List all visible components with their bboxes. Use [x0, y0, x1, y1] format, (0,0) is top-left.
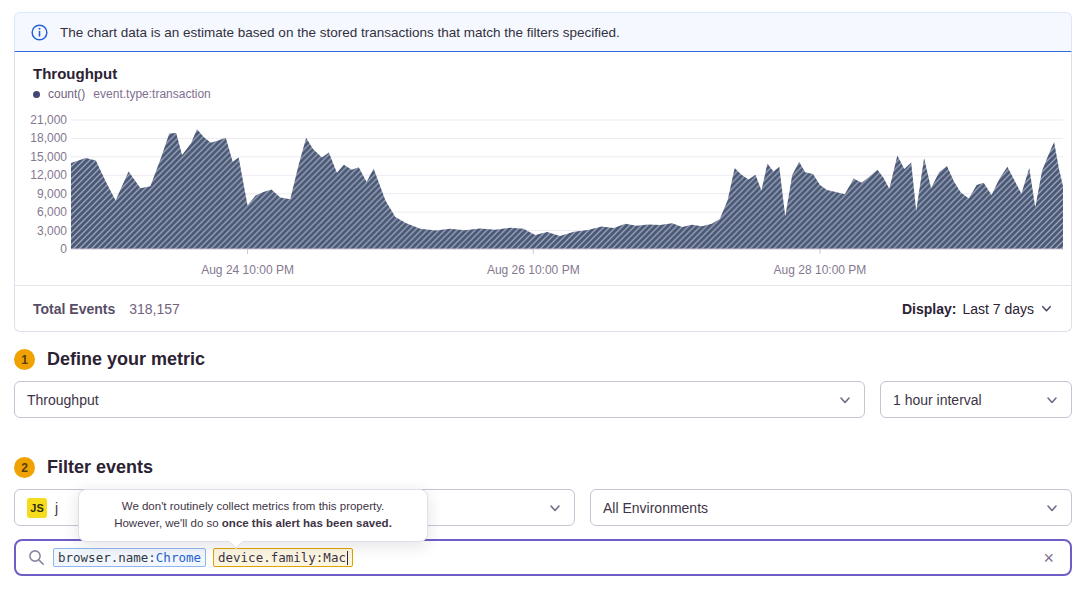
chevron-down-icon — [1045, 393, 1059, 407]
javascript-platform-icon: JS — [27, 498, 47, 518]
x-tick-label: Aug 26 10:00 PM — [487, 263, 580, 277]
interval-select[interactable]: 1 hour interval — [880, 381, 1072, 418]
x-tick-label: Aug 24 10:00 PM — [201, 263, 294, 277]
chevron-down-icon — [1040, 302, 1053, 315]
clear-search-button[interactable]: × — [1037, 547, 1060, 569]
environment-select-value: All Environments — [603, 500, 1037, 516]
step1-number-badge: 1 — [14, 349, 35, 370]
search-token-value: Mac — [323, 550, 346, 565]
legend-dot-icon — [33, 91, 40, 98]
y-tick-label: 15,000 — [30, 150, 67, 164]
chevron-down-icon — [548, 501, 562, 515]
y-tick-label: 12,000 — [30, 168, 67, 182]
step2-heading: 2 Filter events — [14, 457, 1072, 478]
y-tick-label: 3,000 — [37, 224, 67, 238]
total-events-label: Total Events — [33, 301, 115, 317]
chart-legend: count() event.type:transaction — [33, 87, 1053, 101]
x-axis-labels: Aug 24 10:00 PM Aug 26 10:00 PM Aug 28 10:… — [71, 255, 1063, 285]
banner-text: The chart data is an estimate based on t… — [60, 25, 620, 40]
display-value: Last 7 days — [962, 301, 1034, 317]
filter-search-input[interactable]: browser.name:Chrome device.family:Mac × — [14, 539, 1072, 576]
throughput-area-chart: Aug 24 10:00 PM Aug 26 10:00 PM Aug 28 10:… — [71, 113, 1063, 285]
chevron-down-icon — [838, 393, 852, 407]
search-token[interactable]: device.family:Mac — [213, 548, 353, 567]
info-banner: The chart data is an estimate based on t… — [14, 12, 1072, 52]
metric-select[interactable]: Throughput — [14, 381, 865, 418]
total-events: Total Events 318,157 — [33, 301, 180, 317]
chart-svg — [71, 113, 1063, 255]
metrics-collection-tooltip: We don't routinely collect metrics from … — [78, 489, 428, 542]
tooltip-line2: However, we'll do so once this alert has… — [91, 515, 415, 532]
y-tick-label: 0 — [60, 242, 67, 256]
total-events-value: 318,157 — [129, 301, 180, 317]
chart-panel: Throughput count() event.type:transactio… — [14, 52, 1072, 332]
display-range-dropdown[interactable]: Display: Last 7 days — [902, 301, 1053, 317]
display-label: Display: — [902, 301, 956, 317]
search-token-list[interactable]: browser.name:Chrome device.family:Mac — [53, 548, 1029, 567]
chart-area: 0 3,000 6,000 9,000 12,000 15,000 18,000 21,000 — [15, 113, 1071, 285]
step1-heading: 1 Define your metric — [14, 349, 1072, 370]
y-tick-label: 18,000 — [30, 131, 67, 145]
search-token-key: device.family: — [218, 550, 323, 565]
metric-select-value: Throughput — [27, 392, 830, 408]
step2-title: Filter events — [47, 457, 153, 478]
search-token[interactable]: browser.name:Chrome — [53, 548, 206, 567]
y-tick-label: 21,000 — [30, 113, 67, 127]
environment-select[interactable]: All Environments — [590, 489, 1072, 526]
legend-query-label: event.type:transaction — [93, 87, 210, 101]
search-token-key: browser.name: — [58, 550, 156, 565]
metric-row: Throughput 1 hour interval — [14, 381, 1072, 418]
info-icon — [31, 24, 48, 41]
x-tick-label: Aug 28 10:00 PM — [774, 263, 867, 277]
y-axis-labels: 0 3,000 6,000 9,000 12,000 15,000 18,000 21,000 — [15, 113, 71, 255]
y-tick-label: 6,000 — [37, 205, 67, 219]
filter-section: JS j All Environments We don't routinely… — [14, 489, 1072, 576]
chart-footer: Total Events 318,157 Display: Last 7 day… — [15, 285, 1071, 331]
step1-title: Define your metric — [47, 349, 205, 370]
tooltip-line1: We don't routinely collect metrics from … — [91, 498, 415, 515]
search-token-value: Chrome — [156, 550, 201, 565]
text-cursor — [347, 551, 348, 565]
search-icon — [28, 549, 45, 566]
page: The chart data is an estimate based on t… — [0, 12, 1086, 576]
chart-header: Throughput count() event.type:transactio… — [15, 52, 1071, 101]
interval-select-value: 1 hour interval — [893, 392, 1037, 408]
chevron-down-icon — [1045, 501, 1059, 515]
step2-number-badge: 2 — [14, 457, 35, 478]
legend-series-label: count() — [48, 87, 85, 101]
y-tick-label: 9,000 — [37, 187, 67, 201]
chart-title: Throughput — [33, 65, 1053, 82]
